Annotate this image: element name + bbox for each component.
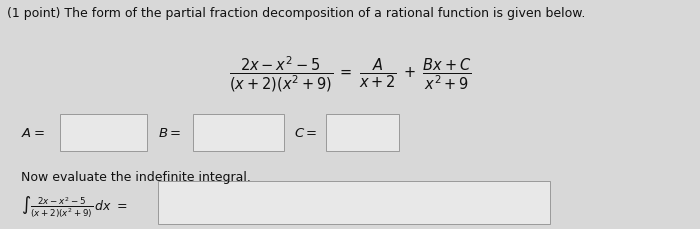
Text: (1 point) The form of the partial fraction decomposition of a rational function : (1 point) The form of the partial fracti… (7, 7, 585, 20)
FancyBboxPatch shape (60, 114, 147, 151)
Text: $\dfrac{2x-x^2-5}{(x+2)(x^2+9)}$$\;=\;$$\dfrac{A}{x+2}$$\;+\;$$\dfrac{Bx+C}{x^2+: $\dfrac{2x-x^2-5}{(x+2)(x^2+9)}$$\;=\;$$… (229, 53, 471, 93)
FancyBboxPatch shape (326, 114, 399, 151)
FancyBboxPatch shape (158, 181, 550, 224)
Text: $B=$: $B=$ (158, 126, 181, 139)
Text: $A=$: $A=$ (21, 126, 45, 139)
Text: $C=$: $C=$ (294, 126, 318, 139)
Text: $\int \frac{2x-x^2-5}{(x+2)(x^2+9)}\,dx\;=$: $\int \frac{2x-x^2-5}{(x+2)(x^2+9)}\,dx\… (21, 194, 127, 219)
FancyBboxPatch shape (193, 114, 284, 151)
Text: Now evaluate the indefinite integral.: Now evaluate the indefinite integral. (21, 170, 251, 183)
